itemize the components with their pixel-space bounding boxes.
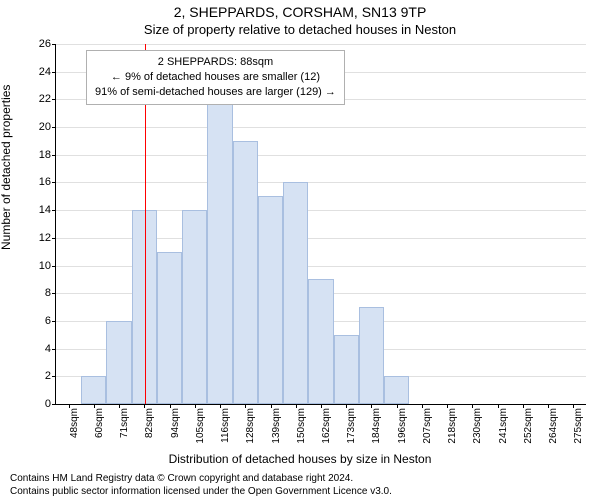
y-tick-label: 26	[39, 38, 51, 50]
histogram-bar	[182, 210, 207, 404]
y-tick	[52, 321, 56, 322]
x-tick-label: 94sqm	[170, 408, 181, 438]
x-tick-label: 105sqm	[195, 408, 206, 444]
y-tick	[52, 127, 56, 128]
annotation-line-3: 91% of semi-detached houses are larger (…	[95, 85, 336, 100]
histogram-bar	[207, 99, 232, 404]
y-tick	[52, 182, 56, 183]
y-tick	[52, 266, 56, 267]
gridline	[56, 182, 586, 183]
footer-line-2: Contains public sector information licen…	[10, 486, 392, 499]
histogram-bar	[308, 279, 333, 404]
footer-line-1: Contains HM Land Registry data © Crown c…	[10, 473, 392, 486]
x-tick-label: 275sqm	[573, 408, 584, 444]
histogram-bar	[258, 196, 283, 404]
x-tick-label: 196sqm	[397, 408, 408, 444]
y-tick-label: 22	[39, 93, 51, 105]
histogram-bar	[283, 182, 308, 404]
y-tick	[52, 376, 56, 377]
gridline	[56, 127, 586, 128]
y-tick-label: 10	[39, 260, 51, 272]
histogram-bar	[81, 376, 106, 404]
x-tick-label: 71sqm	[119, 408, 130, 438]
x-tick-label: 184sqm	[371, 408, 382, 444]
x-tick-label: 241sqm	[498, 408, 509, 444]
y-tick	[52, 404, 56, 405]
y-tick	[52, 210, 56, 211]
y-tick-label: 2	[45, 370, 51, 382]
x-tick-label: 48sqm	[69, 408, 80, 438]
x-tick-label: 252sqm	[523, 408, 534, 444]
histogram-bar	[334, 335, 359, 404]
x-tick-label: 116sqm	[220, 408, 231, 443]
y-tick-label: 14	[39, 204, 51, 216]
y-axis-label: Number of detached properties	[0, 85, 13, 250]
y-tick-label: 18	[39, 149, 51, 161]
y-tick	[52, 155, 56, 156]
chart-container: 2, SHEPPARDS, CORSHAM, SN13 9TP Size of …	[0, 0, 600, 500]
y-tick	[52, 238, 56, 239]
x-tick-label: 139sqm	[271, 408, 282, 444]
histogram-bar	[233, 141, 258, 404]
y-tick	[52, 293, 56, 294]
x-tick-label: 60sqm	[94, 408, 105, 438]
y-tick	[52, 99, 56, 100]
y-tick-label: 6	[45, 315, 51, 327]
gridline	[56, 155, 586, 156]
y-tick-label: 8	[45, 287, 51, 299]
y-tick	[52, 44, 56, 45]
y-tick-label: 4	[45, 343, 51, 355]
y-tick-label: 24	[39, 66, 51, 78]
histogram-bar	[106, 321, 131, 404]
annotation-line-2: ← 9% of detached houses are smaller (12)	[95, 70, 336, 85]
y-tick-label: 0	[45, 398, 51, 410]
x-tick-label: 264sqm	[548, 408, 559, 444]
x-axis-label: Distribution of detached houses by size …	[0, 452, 600, 466]
plot-area: 0246810121416182022242648sqm60sqm71sqm82…	[55, 44, 586, 405]
x-tick-label: 128sqm	[245, 408, 256, 444]
x-tick-label: 173sqm	[346, 408, 357, 444]
x-tick-label: 218sqm	[447, 408, 458, 444]
y-tick	[52, 72, 56, 73]
y-tick-label: 12	[39, 232, 51, 244]
histogram-bar	[157, 252, 182, 404]
chart-subtitle: Size of property relative to detached ho…	[0, 22, 600, 37]
annotation-box: 2 SHEPPARDS: 88sqm ← 9% of detached hous…	[86, 50, 345, 105]
x-tick-label: 207sqm	[422, 408, 433, 444]
y-tick	[52, 349, 56, 350]
y-tick-label: 20	[39, 121, 51, 133]
x-tick-label: 82sqm	[144, 408, 155, 438]
x-tick-label: 230sqm	[472, 408, 483, 444]
gridline	[56, 44, 586, 45]
histogram-bar	[384, 376, 409, 404]
x-tick-label: 150sqm	[296, 408, 307, 444]
histogram-bar	[359, 307, 384, 404]
chart-title: 2, SHEPPARDS, CORSHAM, SN13 9TP	[0, 4, 600, 20]
x-tick-label: 162sqm	[321, 408, 332, 444]
footer-attribution: Contains HM Land Registry data © Crown c…	[10, 473, 392, 498]
y-tick-label: 16	[39, 176, 51, 188]
annotation-line-1: 2 SHEPPARDS: 88sqm	[95, 55, 336, 70]
